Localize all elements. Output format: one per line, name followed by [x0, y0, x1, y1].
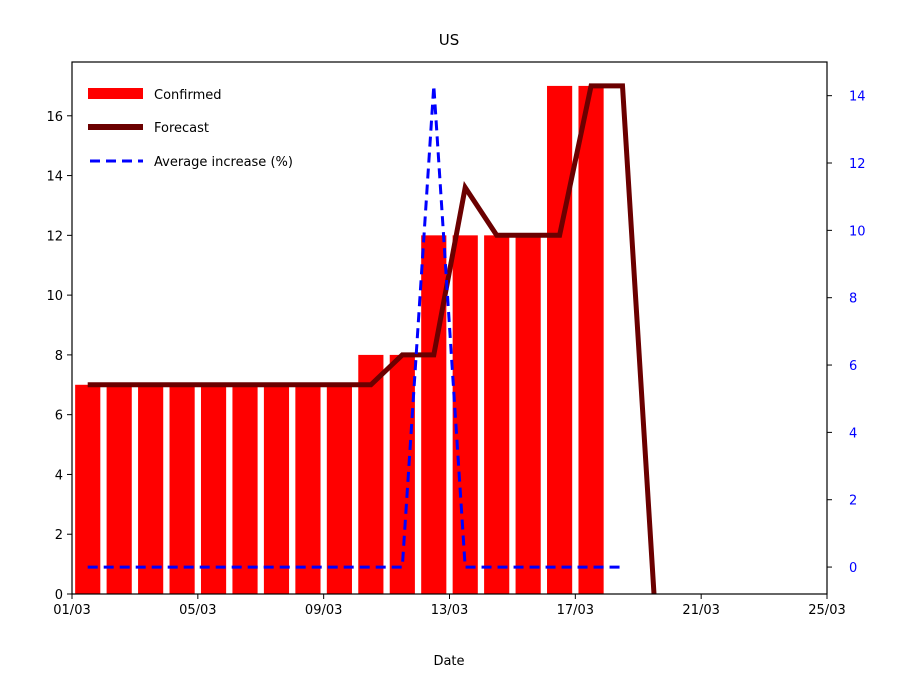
bar-confirmed [578, 85, 604, 595]
bar-confirmed [295, 384, 321, 594]
x-tick-label: 21/03 [682, 603, 719, 618]
bars-layer [75, 85, 604, 595]
x-tick-label: 05/03 [179, 603, 216, 618]
y-tick-label: 8 [55, 349, 63, 364]
bar-confirmed [138, 384, 164, 594]
y-tick-label: 0 [55, 588, 63, 603]
legend: Confirmed Forecast Average increase (%) [88, 88, 293, 170]
y-tick-label: 14 [46, 170, 63, 185]
x-axis: 01/03 05/03 09/03 13/03 17/03 21/03 25/03 [53, 594, 846, 618]
bar-confirmed [421, 235, 447, 594]
y-axis-left: 0 2 4 6 8 10 12 14 16 [46, 110, 72, 603]
y2-tick-label: 12 [849, 157, 866, 172]
legend-label-average-increase: Average increase (%) [154, 155, 293, 170]
bar-confirmed [263, 384, 290, 594]
bar-confirmed [326, 384, 352, 594]
x-tick-label: 09/03 [305, 603, 342, 618]
x-axis-label: Date [433, 654, 464, 669]
bar-confirmed [169, 384, 195, 594]
y2-tick-label: 14 [849, 90, 866, 105]
x-tick-label: 13/03 [431, 603, 468, 618]
x-tick-label: 17/03 [557, 603, 594, 618]
x-tick-label: 01/03 [53, 603, 90, 618]
bar-confirmed [106, 384, 132, 594]
line-forecast [87, 83, 657, 595]
bar-confirmed [200, 384, 227, 594]
y2-tick-label: 0 [849, 561, 857, 576]
line-average-increase [87, 85, 623, 569]
bar-confirmed [484, 235, 510, 594]
y-tick-label: 12 [46, 229, 63, 244]
bar-confirmed [452, 235, 478, 594]
y-tick-label: 4 [55, 468, 63, 483]
y-tick-label: 16 [46, 110, 63, 125]
legend-swatch-confirmed [88, 88, 143, 99]
bar-confirmed [515, 235, 541, 594]
y-tick-label: 2 [55, 528, 63, 543]
y-axis-right: 0 2 4 6 8 10 12 14 [827, 90, 866, 576]
x-tick-label: 25/03 [808, 603, 845, 618]
y2-tick-label: 2 [849, 494, 857, 509]
legend-label-confirmed: Confirmed [154, 88, 222, 103]
y2-tick-label: 4 [849, 426, 857, 441]
bar-confirmed [232, 384, 258, 594]
y2-tick-label: 10 [849, 224, 866, 239]
bar-confirmed [547, 85, 573, 595]
y-tick-label: 10 [46, 289, 63, 304]
bar-confirmed [358, 354, 384, 594]
y2-tick-label: 6 [849, 359, 857, 374]
chart-title: US [439, 31, 460, 49]
y2-tick-label: 8 [849, 292, 857, 307]
lines-layer [87, 83, 657, 595]
legend-label-forecast: Forecast [154, 121, 209, 136]
y-tick-label: 6 [55, 409, 63, 424]
bar-confirmed [75, 384, 101, 594]
